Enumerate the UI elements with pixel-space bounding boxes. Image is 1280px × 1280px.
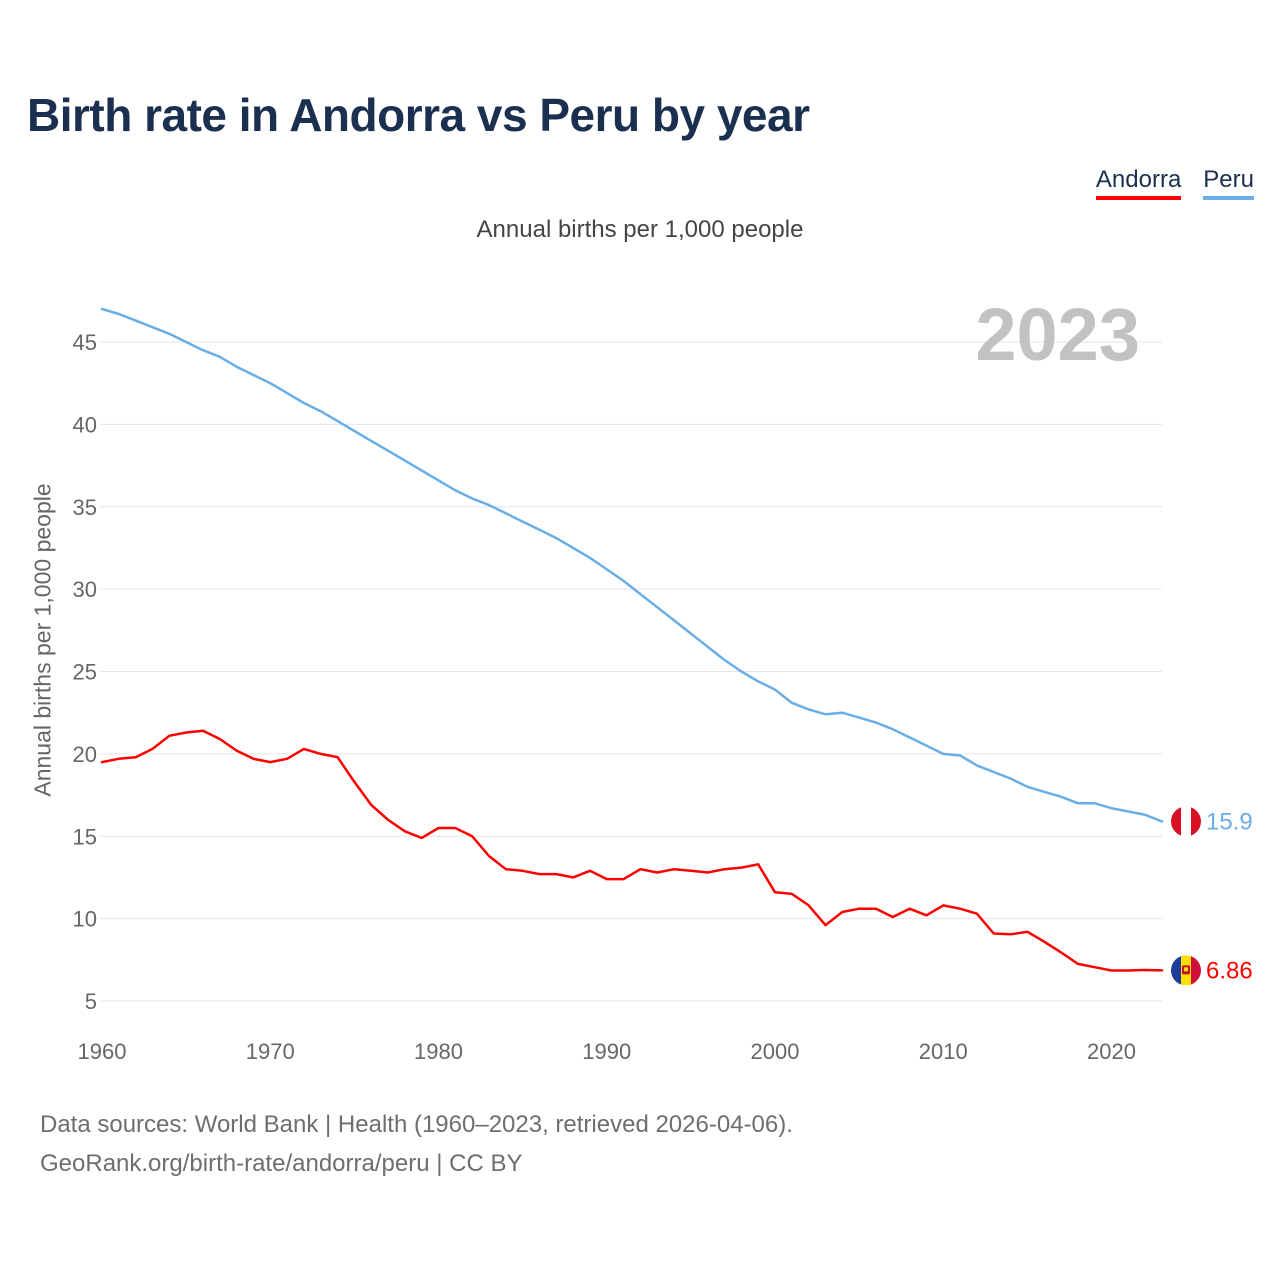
series-line-peru[interactable]	[100, 307, 1164, 823]
y-tick-label: 30	[73, 577, 97, 602]
legend: Andorra Peru	[1095, 166, 1254, 200]
x-tick-label: 2000	[751, 1039, 800, 1064]
chart-title: Birth rate in Andorra vs Peru by year	[27, 89, 810, 141]
series	[100, 307, 1164, 972]
x-tick-label: 2010	[919, 1039, 968, 1064]
flag-peru-icon	[1171, 806, 1201, 837]
y-tick-label: 35	[73, 495, 97, 520]
y-tick-label: 10	[73, 907, 97, 932]
end-labels: 6.86 15.9	[1171, 806, 1253, 986]
axis-ticks: 5 10 15 20 25 30 35 40 45 1960 1970 1980 1990 2000 201…	[73, 330, 1136, 1064]
flag-andorra-icon	[1171, 955, 1201, 986]
x-tick-label: 1970	[246, 1039, 295, 1064]
x-tick-label: 1980	[414, 1039, 463, 1064]
legend-item-peru[interactable]: Peru	[1203, 166, 1254, 200]
y-tick-label: 20	[73, 742, 97, 767]
footer-credit[interactable]: GeoRank.org/birth-rate/andorra/peru | CC…	[40, 1150, 523, 1177]
x-tick-label: 1960	[78, 1039, 127, 1064]
footer: Data sources: World Bank | Health (1960–…	[40, 1105, 793, 1183]
y-tick-label: 25	[73, 660, 97, 685]
year-label: 2023	[975, 293, 1140, 376]
chart-subtitle: Annual births per 1,000 people	[476, 216, 804, 243]
y-tick-label: 40	[73, 412, 97, 437]
footer-sources: Data sources: World Bank | Health (1960–…	[40, 1111, 793, 1138]
end-value-andorra: 6.86	[1206, 957, 1253, 984]
x-tick-label: 1990	[582, 1039, 631, 1064]
legend-item-andorra[interactable]: Andorra	[1095, 166, 1182, 200]
series-line-andorra[interactable]	[100, 729, 1164, 972]
y-tick-label: 15	[73, 824, 97, 849]
y-tick-label: 45	[73, 330, 97, 355]
gridlines	[100, 341, 1162, 1002]
x-tick-label: 2020	[1087, 1039, 1136, 1064]
y-tick-label: 5	[85, 989, 97, 1014]
end-value-peru: 15.9	[1206, 808, 1253, 835]
